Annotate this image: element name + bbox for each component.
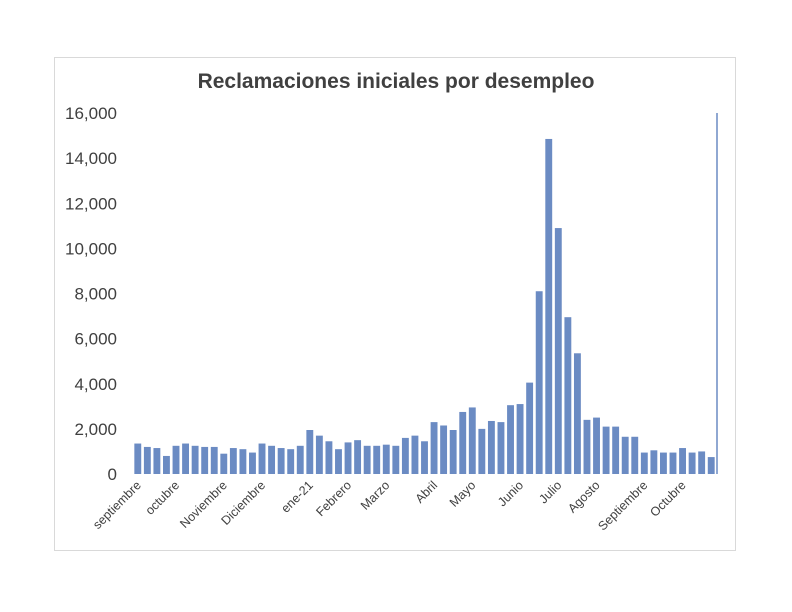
bar (411, 435, 419, 474)
bar (229, 448, 237, 474)
bar (373, 445, 381, 474)
x-tick-label: Abril (413, 478, 441, 506)
x-tick-label: septiembre (90, 478, 144, 532)
bar (354, 440, 362, 474)
y-tick-label: 0 (108, 465, 117, 484)
x-tick-label: Mayo (447, 478, 479, 510)
bar (535, 291, 543, 474)
chart-title: Reclamaciones iniciales por desempleo (197, 70, 595, 93)
y-tick-label: 10,000 (65, 239, 117, 258)
y-tick-label: 8,000 (74, 285, 117, 304)
bar (459, 411, 467, 474)
bar (325, 441, 333, 474)
bar (134, 443, 142, 474)
x-tick-label: Marzo (358, 478, 392, 512)
bar (201, 446, 209, 474)
bar (344, 442, 352, 474)
bar (669, 452, 677, 474)
x-tick-label: ene-21 (278, 478, 315, 515)
bar (659, 452, 667, 474)
x-tick-label: Julio (536, 478, 564, 506)
bar (182, 443, 189, 474)
bar (612, 426, 620, 474)
bar (249, 452, 256, 474)
bar (363, 445, 371, 474)
x-tick-label: Febrero (313, 478, 354, 519)
bar (430, 422, 438, 474)
bar (640, 452, 648, 474)
bar (258, 443, 266, 474)
bar (306, 430, 314, 474)
bar (239, 449, 247, 474)
y-tick-label: 12,000 (65, 194, 117, 213)
bar (287, 449, 295, 474)
y-tick-label: 16,000 (65, 104, 117, 123)
bar (268, 445, 276, 474)
bar (421, 441, 428, 474)
bar (497, 422, 505, 474)
bar (707, 457, 715, 474)
bar (478, 428, 486, 475)
x-tick-label: Septiembre (595, 478, 650, 533)
bar (593, 417, 600, 474)
bar (554, 228, 562, 474)
bar (440, 425, 448, 474)
y-tick-label: 2,000 (74, 420, 117, 439)
x-tick-label: Octubre (647, 478, 688, 519)
bar (516, 404, 524, 474)
x-tick-label: Junio (495, 478, 526, 509)
bar (507, 405, 514, 474)
bar (526, 382, 534, 474)
bar (650, 450, 658, 474)
bar (468, 407, 476, 474)
bar (382, 444, 390, 474)
bar (210, 446, 218, 474)
bar (220, 453, 228, 474)
x-tick-label: Agosto (565, 478, 602, 515)
bar (277, 448, 285, 474)
bar (631, 436, 639, 474)
y-tick-label: 14,000 (65, 149, 117, 168)
bar (315, 435, 323, 474)
bar (163, 455, 170, 474)
bar (698, 451, 706, 474)
x-tick-label: octubre (143, 478, 182, 517)
bar (153, 448, 161, 474)
bar (564, 317, 572, 474)
bar (583, 419, 591, 474)
bar (679, 448, 686, 474)
bar (191, 445, 199, 474)
bar (335, 449, 342, 474)
bar (449, 430, 457, 474)
bar (487, 420, 495, 474)
y-tick-label: 6,000 (74, 330, 117, 349)
bar (172, 445, 180, 474)
bar (392, 445, 400, 474)
bar (573, 353, 581, 474)
bar (688, 452, 696, 474)
bar (401, 437, 409, 474)
bar (143, 446, 151, 474)
bar (296, 445, 304, 474)
bar (621, 436, 629, 474)
bar (602, 426, 610, 474)
y-tick-label: 4,000 (74, 375, 117, 394)
bar (545, 138, 553, 474)
